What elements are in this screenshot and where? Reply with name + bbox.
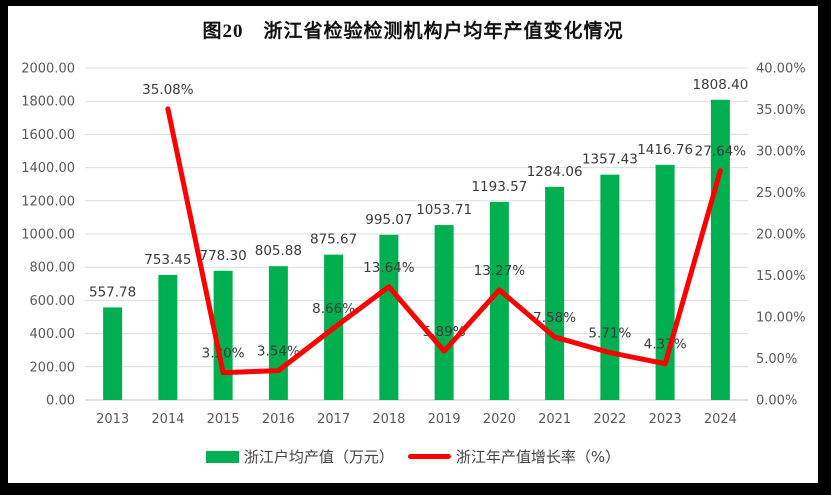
svg-text:995.07: 995.07: [365, 212, 412, 228]
svg-text:1416.76: 1416.76: [637, 142, 693, 158]
line-series-legend-label: 浙江年产值增长率（%）: [455, 448, 621, 466]
svg-text:753.45: 753.45: [144, 252, 191, 268]
svg-text:20.00%: 20.00%: [756, 228, 806, 243]
svg-text:200.00: 200.00: [30, 360, 76, 375]
svg-text:35.08%: 35.08%: [142, 82, 194, 98]
svg-text:805.88: 805.88: [255, 243, 302, 259]
svg-text:778.30: 778.30: [200, 248, 247, 264]
legend-item-growth-rate: 浙江年产值增长率（%）: [407, 446, 621, 467]
svg-text:2020: 2020: [483, 412, 516, 427]
svg-text:30.00%: 30.00%: [756, 145, 806, 160]
combo-chart-plot: 0.00 200.00 400.00 600.00 800.00 1000.00 1200.…: [21, 62, 806, 428]
svg-text:1200.00: 1200.00: [21, 194, 75, 209]
svg-text:2024: 2024: [704, 412, 737, 427]
line-series-swatch-icon: [407, 454, 451, 459]
svg-text:400.00: 400.00: [30, 327, 76, 342]
svg-text:13.64%: 13.64%: [363, 260, 415, 276]
svg-text:3.30%: 3.30%: [202, 346, 245, 362]
svg-text:2023: 2023: [649, 412, 682, 427]
svg-text:13.27%: 13.27%: [474, 263, 526, 279]
bar-series-legend-label: 浙江户均产值（万元）: [243, 448, 394, 466]
svg-text:27.64%: 27.64%: [695, 144, 747, 160]
svg-text:2021: 2021: [538, 412, 571, 427]
svg-text:1193.57: 1193.57: [471, 179, 527, 195]
svg-text:5.00%: 5.00%: [756, 352, 797, 367]
svg-text:2015: 2015: [207, 412, 240, 427]
svg-text:0.00: 0.00: [46, 394, 75, 409]
svg-text:4.37%: 4.37%: [644, 337, 687, 353]
svg-text:1800.00: 1800.00: [21, 95, 75, 110]
legend-item-output-value: 浙江户均产值（万元）: [205, 446, 394, 467]
svg-text:1000.00: 1000.00: [21, 228, 75, 243]
svg-text:2014: 2014: [151, 412, 184, 427]
svg-text:7.58%: 7.58%: [533, 310, 576, 326]
svg-text:875.67: 875.67: [310, 232, 357, 248]
svg-text:600.00: 600.00: [30, 294, 76, 309]
svg-text:1808.40: 1808.40: [692, 77, 748, 93]
svg-text:2016: 2016: [262, 412, 295, 427]
chart-legend: 浙江户均产值（万元） 浙江年产值增长率（%）: [8, 446, 818, 467]
svg-text:2000.00: 2000.00: [21, 62, 75, 77]
svg-text:0.00%: 0.00%: [756, 394, 797, 409]
bar-series-swatch-icon: [205, 450, 239, 463]
svg-text:3.54%: 3.54%: [257, 344, 300, 360]
svg-text:2013: 2013: [96, 412, 129, 427]
svg-text:2017: 2017: [317, 412, 350, 427]
svg-text:2019: 2019: [428, 412, 461, 427]
svg-text:557.78: 557.78: [89, 284, 136, 300]
svg-text:1400.00: 1400.00: [21, 161, 75, 176]
svg-text:1600.00: 1600.00: [21, 128, 75, 143]
svg-text:1357.43: 1357.43: [582, 152, 638, 168]
svg-text:8.66%: 8.66%: [312, 301, 355, 317]
svg-text:15.00%: 15.00%: [756, 269, 806, 284]
svg-text:2018: 2018: [372, 412, 405, 427]
svg-text:35.00%: 35.00%: [756, 103, 806, 118]
svg-text:1284.06: 1284.06: [527, 164, 583, 180]
svg-text:2022: 2022: [593, 412, 626, 427]
svg-text:25.00%: 25.00%: [756, 186, 806, 201]
chart-title: 图20 浙江省检验检测机构户均年产值变化情况: [202, 21, 624, 42]
svg-text:10.00%: 10.00%: [756, 311, 806, 326]
svg-text:800.00: 800.00: [30, 261, 76, 276]
svg-text:5.71%: 5.71%: [588, 326, 631, 342]
svg-text:1053.71: 1053.71: [416, 202, 472, 218]
svg-text:40.00%: 40.00%: [756, 62, 806, 77]
